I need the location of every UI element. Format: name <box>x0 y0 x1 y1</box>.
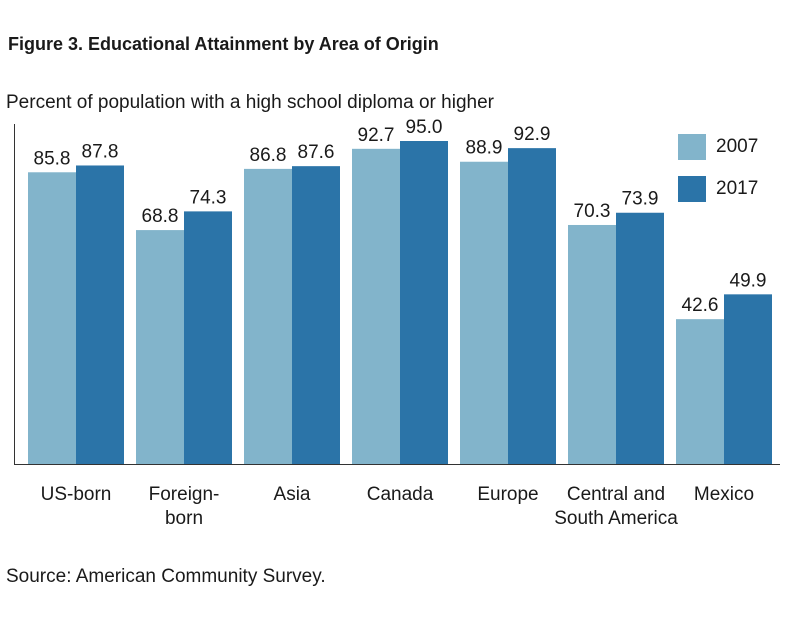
legend-label-2007: 2007 <box>716 136 759 157</box>
bar-2017-6 <box>724 294 772 464</box>
bar-2007-1 <box>136 230 184 464</box>
bar-2017-3 <box>400 141 448 464</box>
x-tick-label-3: Canada <box>366 484 434 505</box>
x-tick-label-6: Mexico <box>693 484 755 505</box>
value-label-2017-5: 73.9 <box>622 189 659 210</box>
value-label-2007-2: 86.8 <box>250 145 287 166</box>
x-tick-label-1: Foreign-born <box>148 484 220 529</box>
value-label-2017-0: 87.8 <box>82 141 119 162</box>
bar-2017-0 <box>76 165 124 465</box>
value-label-2007-0: 85.8 <box>34 148 71 169</box>
value-label-2017-2: 87.6 <box>298 142 335 163</box>
x-tick-label-5: Central and South America <box>554 484 678 529</box>
bar-2017-4 <box>508 148 556 464</box>
bar-2007-5 <box>568 224 616 464</box>
bars-layer <box>28 141 772 465</box>
x-tick-label-2: Asia <box>273 484 311 505</box>
bar-2007-4 <box>460 161 508 465</box>
value-labels-layer: 85.8 87.8 68.8 74.3 86.8 87.6 92.7 95.0 88.9 92.9… <box>34 117 767 316</box>
legend-swatch-2017 <box>678 176 706 202</box>
bar-2007-0 <box>28 172 76 464</box>
legend-label-2017: 2017 <box>716 178 759 199</box>
value-label-2017-3: 95.0 <box>406 117 443 138</box>
legend-swatch-2007 <box>678 134 706 160</box>
bar-2017-2 <box>292 166 340 464</box>
bar-2017-1 <box>184 211 232 464</box>
value-label-2017-4: 92.9 <box>514 124 551 145</box>
legend-item-2017: 2017 <box>678 176 758 202</box>
bar-2007-2 <box>244 168 292 464</box>
value-label-2007-6: 42.6 <box>682 295 719 316</box>
x-tick-label-0: US-born <box>40 484 112 505</box>
x-tick-label-4: Europe <box>477 484 539 505</box>
bar-2017-5 <box>616 212 664 464</box>
source-note: Source: American Community Survey. <box>6 566 326 587</box>
value-label-2017-6: 49.9 <box>730 270 767 291</box>
value-label-2007-5: 70.3 <box>574 201 611 222</box>
bar-2007-6 <box>676 319 724 464</box>
value-label-2017-1: 74.3 <box>190 187 227 208</box>
chart-subtitle: Percent of population with a high school… <box>6 92 494 113</box>
value-label-2007-3: 92.7 <box>358 125 395 146</box>
value-label-2007-1: 68.8 <box>142 206 179 227</box>
value-label-2007-4: 88.9 <box>466 138 503 159</box>
chart-title: Figure 3. Educational Attainment by Area… <box>8 34 439 54</box>
bar-2007-3 <box>352 148 400 464</box>
legend-item-2007: 2007 <box>678 134 758 160</box>
